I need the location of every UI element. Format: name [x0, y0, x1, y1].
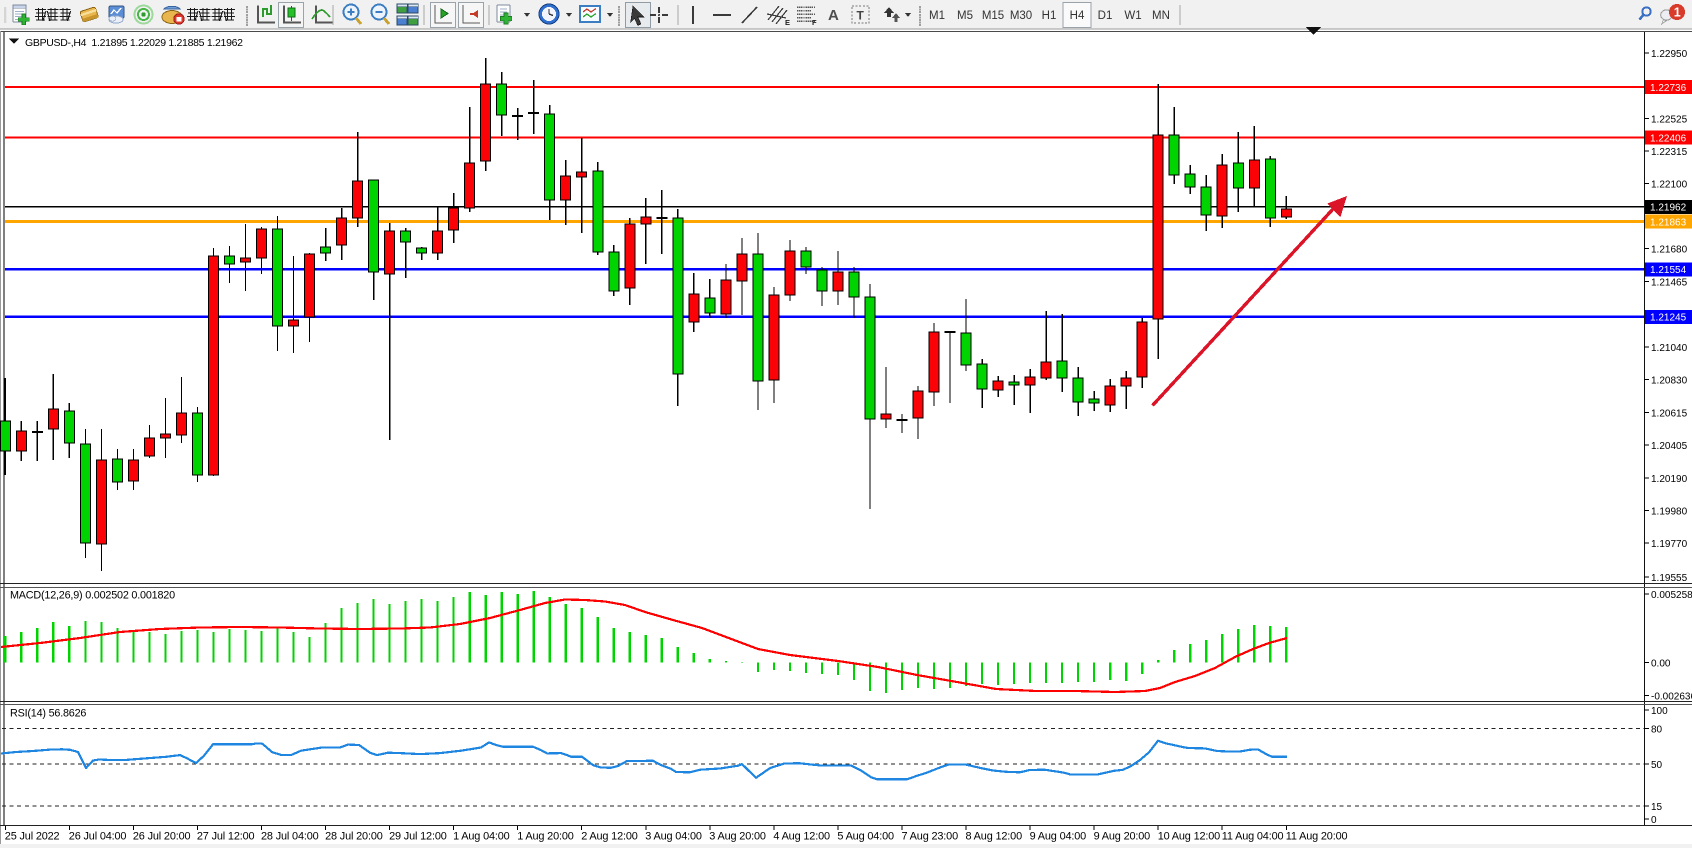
svg-text:D1: D1 [1098, 10, 1113, 22]
svg-text:M1: M1 [929, 10, 945, 22]
svg-text:0: 0 [1651, 815, 1657, 826]
svg-text:MACD(12,26,9) 0.002502 0.00182: MACD(12,26,9) 0.002502 0.001820 [10, 590, 175, 602]
svg-text:15: 15 [1651, 802, 1663, 813]
svg-text:1 Aug 20:00: 1 Aug 20:00 [517, 831, 574, 843]
svg-text:25 Jul 2022: 25 Jul 2022 [5, 831, 60, 843]
svg-text:27 Jul 12:00: 27 Jul 12:00 [197, 831, 255, 843]
svg-text:E: E [785, 18, 790, 27]
svg-text:28 Jul 20:00: 28 Jul 20:00 [325, 831, 383, 843]
svg-text:1.19980: 1.19980 [1651, 506, 1688, 517]
svg-text:26 Jul 20:00: 26 Jul 20:00 [133, 831, 191, 843]
svg-text:3 Aug 04:00: 3 Aug 04:00 [645, 831, 702, 843]
svg-text:11 Aug 04:00: 11 Aug 04:00 [1222, 831, 1284, 843]
svg-text:50: 50 [1651, 760, 1663, 771]
svg-text:GBPUSD-,H4 1.21895 1.22029 1.: GBPUSD-,H4 1.21895 1.22029 1.21885 1.219… [25, 37, 243, 49]
svg-text:MN: MN [1152, 10, 1170, 22]
svg-text:A: A [828, 7, 839, 24]
svg-text:7 Aug 23:00: 7 Aug 23:00 [902, 831, 959, 843]
svg-text:1.21863: 1.21863 [1650, 217, 1687, 228]
svg-text:1.20615: 1.20615 [1651, 408, 1688, 419]
svg-text:T: T [857, 9, 865, 23]
svg-text:1.21554: 1.21554 [1650, 265, 1687, 276]
svg-text:M15: M15 [982, 10, 1004, 22]
svg-text:1.22315: 1.22315 [1651, 147, 1688, 158]
svg-text:8 Aug 12:00: 8 Aug 12:00 [966, 831, 1023, 843]
svg-text:RSI(14) 56.8626: RSI(14) 56.8626 [10, 708, 86, 720]
svg-text:1.21245: 1.21245 [1650, 313, 1687, 324]
svg-text:1.20405: 1.20405 [1651, 441, 1688, 452]
svg-text:1.21962: 1.21962 [1650, 203, 1687, 214]
svg-text:1.19770: 1.19770 [1651, 539, 1688, 550]
svg-text:9 Aug 04:00: 9 Aug 04:00 [1030, 831, 1087, 843]
svg-text:9 Aug 20:00: 9 Aug 20:00 [1094, 831, 1151, 843]
svg-text:2 Aug 12:00: 2 Aug 12:00 [581, 831, 638, 843]
svg-text:H1: H1 [1042, 10, 1057, 22]
svg-text:-0.002636: -0.002636 [1651, 691, 1692, 702]
svg-text:1.21465: 1.21465 [1651, 277, 1688, 288]
svg-text:0.00: 0.00 [1651, 658, 1671, 669]
svg-text:1.22100: 1.22100 [1651, 179, 1688, 190]
svg-text:H4: H4 [1070, 10, 1085, 22]
svg-text:1.22525: 1.22525 [1651, 114, 1688, 125]
svg-text:1.20190: 1.20190 [1651, 474, 1688, 485]
svg-text:1.19555: 1.19555 [1651, 573, 1688, 584]
svg-text:1.21040: 1.21040 [1651, 343, 1688, 354]
svg-text:1.22736: 1.22736 [1650, 83, 1687, 94]
svg-text:M30: M30 [1010, 10, 1032, 22]
svg-text:4 Aug 12:00: 4 Aug 12:00 [773, 831, 830, 843]
svg-text:26 Jul 04:00: 26 Jul 04:00 [69, 831, 127, 843]
svg-text:0.005258: 0.005258 [1651, 590, 1692, 601]
svg-text:10 Aug 12:00: 10 Aug 12:00 [1158, 831, 1220, 843]
svg-text:100: 100 [1651, 706, 1668, 717]
svg-text:3 Aug 20:00: 3 Aug 20:00 [709, 831, 766, 843]
svg-text:1.22950: 1.22950 [1651, 49, 1688, 60]
svg-text:1: 1 [1674, 5, 1681, 19]
svg-text:11 Aug 20:00: 11 Aug 20:00 [1286, 831, 1348, 843]
svg-text:5 Aug 04:00: 5 Aug 04:00 [837, 831, 894, 843]
svg-text:M5: M5 [957, 10, 973, 22]
svg-text:29 Jul 12:00: 29 Jul 12:00 [389, 831, 447, 843]
svg-text:1.22406: 1.22406 [1650, 133, 1687, 144]
svg-text:28 Jul 04:00: 28 Jul 04:00 [261, 831, 319, 843]
svg-text:80: 80 [1651, 724, 1663, 735]
svg-text:W1: W1 [1124, 10, 1141, 22]
svg-text:1.21680: 1.21680 [1651, 244, 1688, 255]
svg-text:1.20830: 1.20830 [1651, 375, 1688, 386]
svg-text:1 Aug 04:00: 1 Aug 04:00 [453, 831, 510, 843]
svg-text:F: F [812, 18, 817, 27]
